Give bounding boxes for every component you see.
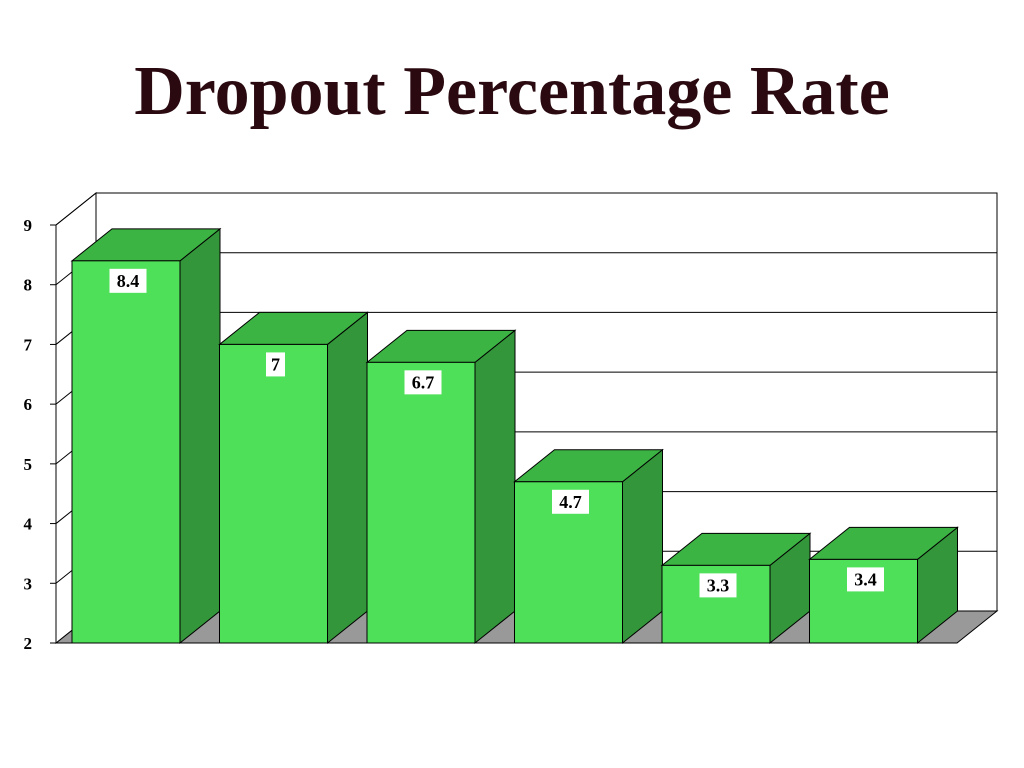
data-label-text: 6.7	[412, 372, 435, 392]
y-tick-label: 2	[24, 634, 33, 653]
data-label-text: 4.7	[559, 492, 582, 512]
y-tick-label: 8	[24, 276, 33, 295]
gridline	[55, 192, 997, 226]
chart-title: Dropout Percentage Rate	[134, 53, 890, 130]
y-tick-label: 5	[24, 455, 33, 474]
data-label: 7	[266, 352, 285, 377]
bar-side	[622, 448, 663, 645]
data-label-box	[847, 567, 884, 592]
bar-side	[179, 227, 221, 645]
bar	[70, 227, 222, 645]
bar-front	[219, 343, 328, 644]
y-axis: 2 3 4 5 6 7 8 9	[24, 216, 57, 653]
data-label-text: 8.4	[117, 271, 140, 291]
bar-front	[71, 260, 181, 644]
data-label: 3.4	[847, 567, 884, 592]
data-label: 4.7	[552, 489, 589, 514]
y-tick-label: 7	[24, 335, 33, 354]
data-label-box	[109, 268, 147, 293]
y-tick-label: 6	[24, 395, 33, 414]
bar	[365, 329, 517, 645]
data-label-box	[404, 370, 442, 395]
data-label-text: 7	[271, 354, 280, 374]
data-label-box	[266, 352, 285, 377]
data-label: 8.4	[109, 268, 147, 293]
y-tick-label: 4	[24, 515, 33, 534]
data-label-box	[552, 489, 589, 514]
y-tick-label: 9	[24, 216, 33, 235]
bar	[513, 448, 664, 645]
bar-side	[327, 311, 368, 645]
data-label-text: 3.4	[854, 569, 877, 589]
data-label-box	[699, 573, 737, 598]
data-label: 3.3	[699, 573, 737, 598]
bar-front	[366, 361, 476, 644]
bar	[218, 311, 369, 645]
bar-side	[474, 329, 516, 645]
data-label: 6.7	[404, 370, 442, 395]
data-labels: 8.4 7 6.7 4.7 3.3 3.4	[109, 268, 884, 598]
y-tick-label: 3	[24, 574, 33, 593]
data-label-text: 3.3	[707, 575, 730, 595]
